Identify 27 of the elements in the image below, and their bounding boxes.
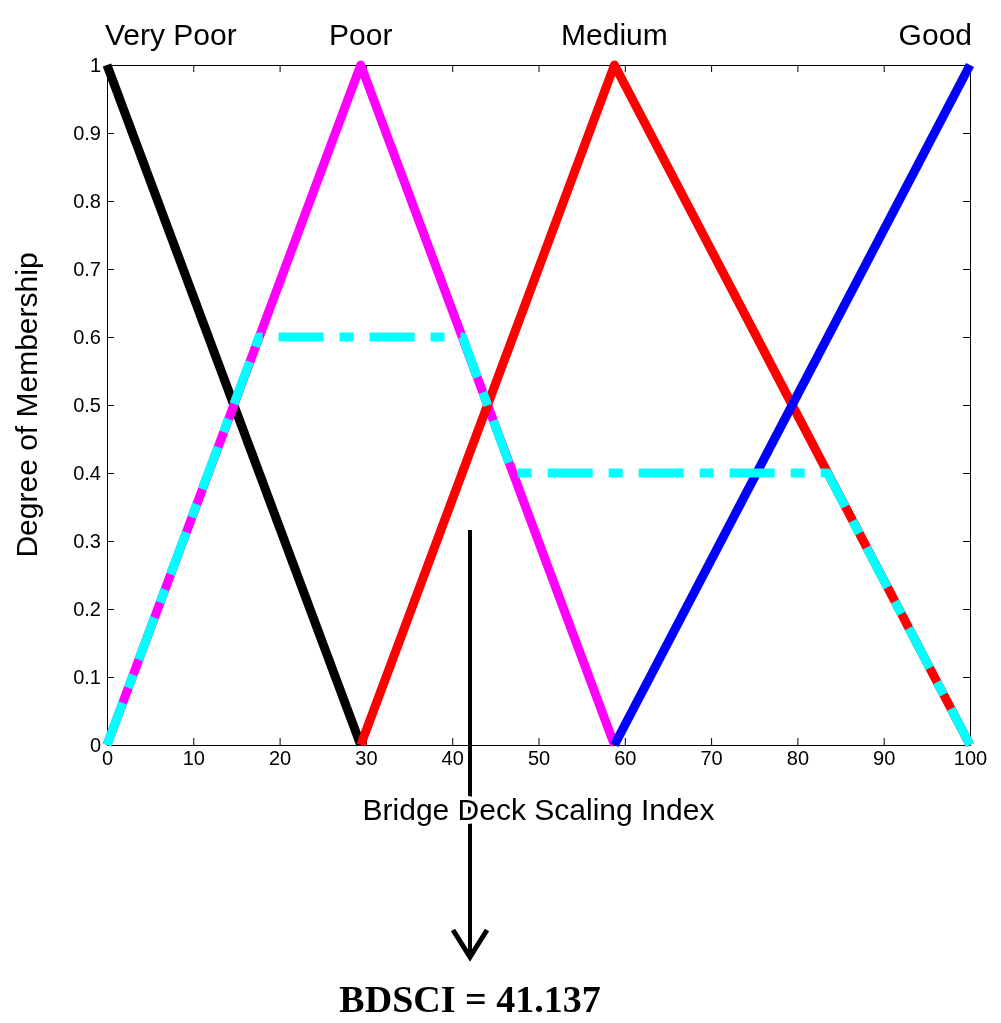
x-tick-label: 20 — [268, 747, 292, 770]
x-tick-label: 80 — [786, 747, 810, 770]
series-label: Medium — [561, 18, 668, 51]
y-axis-title: Degree of Membership — [10, 252, 43, 558]
y-tick-label: 0.2 — [73, 597, 101, 620]
y-tick-label: 0.5 — [73, 393, 101, 416]
x-tick-label: 70 — [700, 747, 723, 770]
y-tick-label: 0.4 — [73, 461, 101, 484]
x-tick-label: 30 — [355, 747, 378, 770]
y-tick-label: 0.3 — [73, 529, 101, 552]
text: BDSCI = 41.137 — [339, 978, 601, 1020]
series-label: Very Poor — [105, 18, 237, 51]
x-tick-label: 90 — [873, 747, 896, 770]
y-tick-label: 0.1 — [73, 665, 101, 688]
x-tick-label: 10 — [182, 747, 205, 770]
y-tick-label: 0.6 — [73, 325, 101, 348]
x-tick-label: 60 — [614, 747, 637, 770]
x-tick-label: 50 — [527, 747, 551, 770]
y-tick-label: 1 — [89, 53, 101, 76]
series-label: Poor — [329, 18, 393, 51]
y-tick-label: 0 — [89, 733, 101, 756]
x-tick-label: 100 — [953, 747, 988, 770]
x-tick-label: 40 — [441, 747, 464, 770]
y-tick-label: 0.9 — [73, 121, 101, 144]
y-tick-label: 0.8 — [73, 189, 101, 212]
series-label: Good — [898, 18, 972, 51]
y-tick-label: 0.7 — [73, 257, 101, 280]
